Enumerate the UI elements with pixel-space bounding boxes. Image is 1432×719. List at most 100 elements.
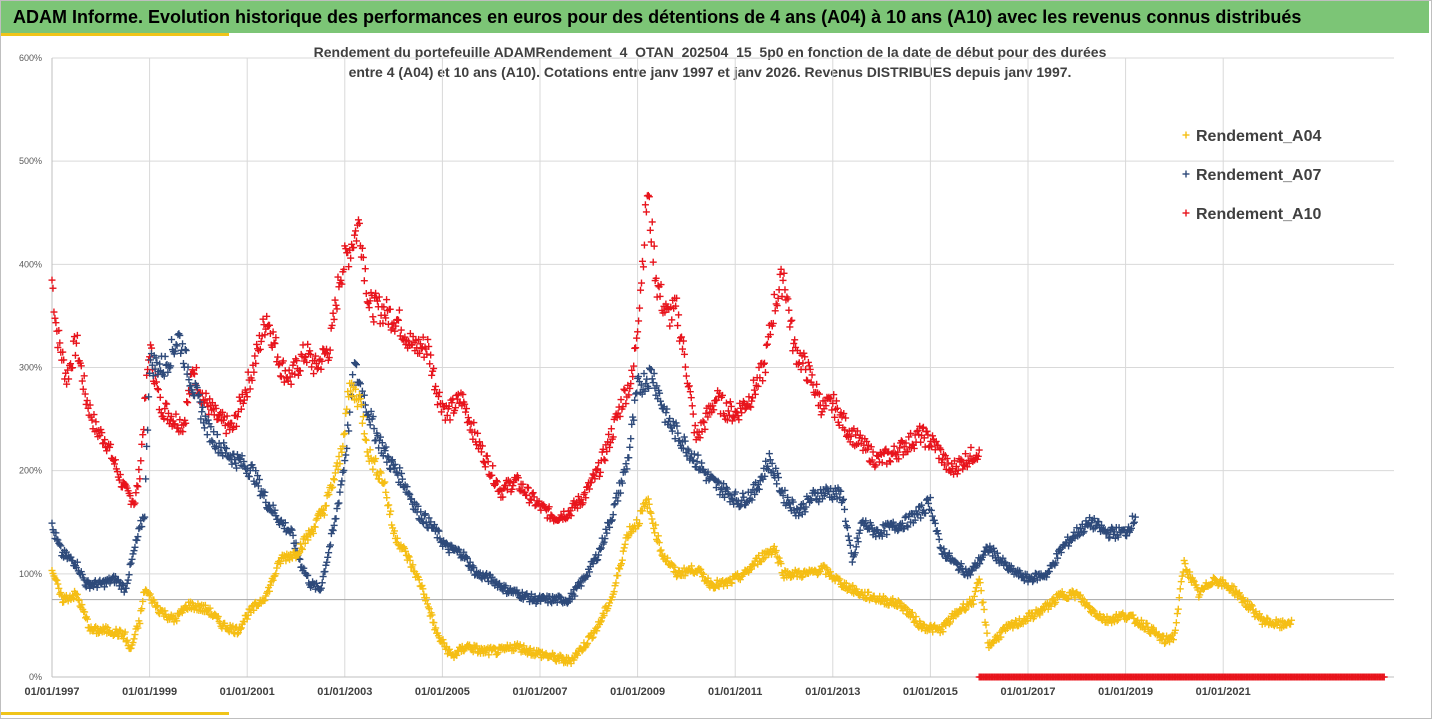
- data-point-A10: [251, 352, 259, 360]
- data-point-A07: [128, 555, 136, 563]
- x-tick-label: 01/01/2003: [317, 686, 372, 698]
- data-point-A10: [59, 348, 67, 356]
- data-point-A10: [202, 389, 210, 397]
- legend: Rendement_A04 Rendement_A07 Rendement_A10: [1182, 128, 1321, 223]
- data-point-A10: [581, 489, 589, 497]
- data-point-A10: [232, 422, 240, 430]
- data-point-A10: [777, 265, 785, 273]
- data-point-A10: [228, 419, 236, 427]
- data-point-A10: [880, 450, 888, 458]
- data-point-A10: [761, 368, 769, 376]
- data-point-A10: [493, 478, 501, 486]
- data-point-A10: [287, 380, 295, 388]
- x-tick-label: 01/01/2015: [903, 686, 958, 698]
- y-tick-label: 400%: [19, 259, 42, 269]
- data-point-A10: [923, 427, 931, 435]
- data-point-A10: [636, 304, 644, 312]
- data-point-A10: [330, 315, 338, 323]
- data-point-A07: [129, 550, 137, 558]
- data-point-A10: [303, 358, 311, 366]
- data-point-A10: [345, 263, 353, 271]
- data-point-A10: [90, 411, 98, 419]
- data-point-A10: [603, 448, 611, 456]
- data-point-A04: [273, 564, 281, 572]
- data-point-A10: [626, 384, 634, 392]
- data-point-A10: [766, 331, 774, 339]
- data-point-A10: [519, 480, 527, 488]
- data-point-A10: [308, 363, 316, 371]
- data-point-A07: [254, 472, 262, 480]
- data-point-A10: [72, 339, 80, 347]
- data-point-A10: [699, 417, 707, 425]
- data-point-A10: [353, 237, 361, 245]
- data-point-A10: [480, 459, 488, 467]
- data-point-A10: [713, 396, 721, 404]
- data-point-A10: [328, 321, 336, 329]
- data-point-A07: [1130, 518, 1138, 526]
- data-point-A10: [652, 274, 660, 282]
- data-point-A10: [274, 353, 282, 361]
- data-point-A10: [710, 406, 718, 414]
- data-point-A10: [81, 390, 89, 398]
- data-point-A07: [292, 539, 300, 547]
- data-point-A07: [177, 349, 185, 357]
- data-point-A10: [183, 398, 191, 406]
- data-point-A10: [481, 463, 489, 471]
- data-point-A10: [49, 284, 57, 292]
- data-point-A10: [605, 430, 613, 438]
- data-point-A10: [746, 402, 754, 410]
- data-point-A07: [326, 543, 334, 551]
- data-point-A10: [701, 425, 709, 433]
- data-point-A07: [184, 363, 192, 371]
- data-point-A10: [351, 231, 359, 239]
- data-point-A10: [461, 400, 469, 408]
- data-point-A10: [730, 414, 738, 422]
- data-point-A07: [160, 372, 168, 380]
- data-point-A10: [939, 456, 947, 464]
- data-point-A07: [342, 451, 350, 459]
- data-point-A04: [980, 605, 988, 613]
- data-point-A07: [203, 431, 211, 439]
- accent-bar-bottom: [1, 712, 229, 715]
- data-point-A10: [65, 375, 73, 383]
- data-point-A07: [281, 519, 289, 527]
- data-point-A10: [587, 478, 595, 486]
- data-point-A10: [644, 191, 652, 199]
- data-point-A10: [523, 491, 531, 499]
- data-point-A07: [773, 480, 781, 488]
- data-point-A10: [745, 393, 753, 401]
- data-point-A10: [958, 457, 966, 465]
- data-point-A10: [394, 316, 402, 324]
- data-point-A10: [115, 476, 123, 484]
- data-point-A10: [369, 313, 377, 321]
- data-point-A10: [668, 316, 676, 324]
- data-point-A04: [1172, 619, 1180, 627]
- data-point-A10: [953, 470, 961, 478]
- data-point-A10: [397, 326, 405, 334]
- data-point-A07: [841, 517, 849, 525]
- data-point-A10: [416, 340, 424, 348]
- data-point-A10: [126, 492, 134, 500]
- data-point-A10: [904, 448, 912, 456]
- data-point-A07: [161, 352, 169, 360]
- data-point-A07: [193, 384, 201, 392]
- data-point-A10: [435, 388, 443, 396]
- data-point-A04: [330, 476, 338, 484]
- x-tick-label: 01/01/2011: [708, 686, 762, 698]
- data-point-A10: [257, 337, 265, 345]
- data-point-A07: [610, 501, 618, 509]
- data-point-A10: [360, 277, 368, 285]
- data-point-A10: [735, 416, 743, 424]
- data-point-A07: [240, 458, 248, 466]
- data-point-A07: [262, 498, 270, 506]
- data-point-A10: [841, 426, 849, 434]
- data-point-A10: [499, 493, 507, 501]
- y-axis-ticks: 0% 100% 200% 300% 400% 500% 600%: [19, 53, 42, 682]
- data-point-A07: [149, 372, 157, 380]
- data-point-A07: [349, 371, 357, 379]
- data-point-A04: [620, 544, 628, 552]
- data-point-A10: [700, 418, 708, 426]
- data-point-A10: [872, 461, 880, 469]
- data-point-A07: [152, 354, 160, 362]
- data-point-A10: [514, 474, 522, 482]
